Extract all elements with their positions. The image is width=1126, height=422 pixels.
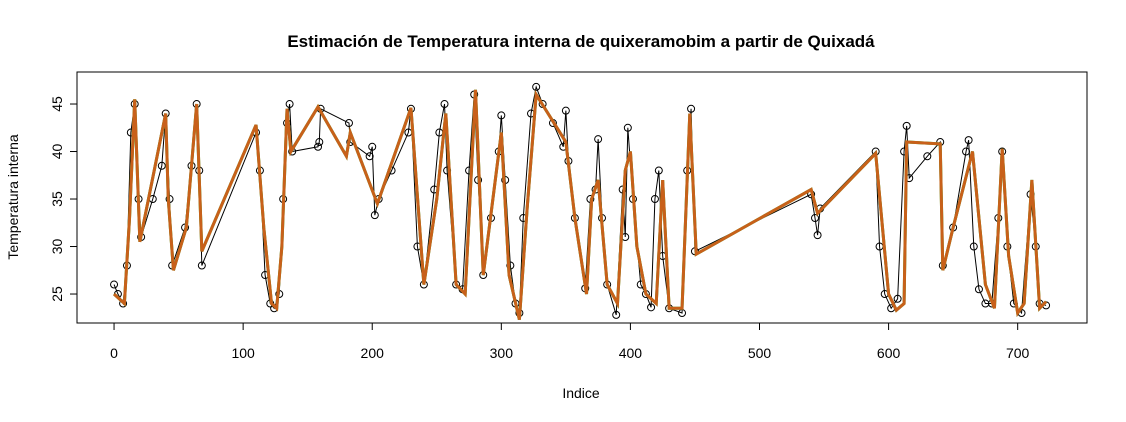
x-tick-label: 600 (877, 345, 901, 361)
chart-title: Estimación de Temperatura interna de qui… (287, 32, 875, 51)
x-tick-label: 700 (1006, 345, 1030, 361)
x-tick-label: 300 (490, 345, 514, 361)
data-point (893, 294, 902, 303)
data-point (962, 147, 971, 156)
data-point (594, 135, 603, 144)
series-line (113, 89, 1048, 321)
y-tick-label: 35 (49, 191, 65, 207)
data-point (532, 82, 541, 91)
data-point (650, 195, 659, 204)
data-point (315, 138, 324, 147)
y-tick-label: 30 (49, 239, 65, 255)
x-tick-label: 400 (619, 345, 643, 361)
data-point (157, 161, 166, 170)
data-point (314, 142, 323, 151)
data-point (981, 299, 990, 308)
data-point (110, 280, 119, 289)
data-point (623, 123, 632, 132)
data-point (902, 121, 911, 130)
data-point (370, 211, 379, 220)
y-axis-label: Temperatura interna (5, 134, 21, 260)
data-point (923, 152, 932, 161)
data-point (285, 100, 294, 109)
x-tick-label: 0 (110, 345, 118, 361)
data-point (974, 285, 983, 294)
y-tick-label: 25 (49, 286, 65, 302)
x-tick-label: 200 (361, 345, 385, 361)
data-point (647, 303, 656, 312)
data-point (497, 111, 506, 120)
data-point (964, 136, 973, 145)
data-point (811, 214, 820, 223)
data-point (440, 100, 449, 109)
y-tick-label: 40 (49, 144, 65, 160)
data-point (368, 142, 377, 151)
y-tick-label: 45 (49, 96, 65, 112)
x-axis-label: Indice (562, 385, 600, 401)
data-point (654, 166, 663, 175)
series-line (113, 85, 1047, 316)
data-point (344, 119, 353, 128)
data-point (365, 152, 374, 161)
data-point (561, 106, 570, 115)
data-point (969, 242, 978, 251)
x-tick-label: 500 (748, 345, 772, 361)
data-point (506, 261, 515, 270)
data-point (612, 310, 621, 319)
x-tick-label: 100 (231, 345, 255, 361)
data-point (197, 261, 206, 270)
data-point (687, 104, 696, 113)
data-point (813, 231, 822, 240)
